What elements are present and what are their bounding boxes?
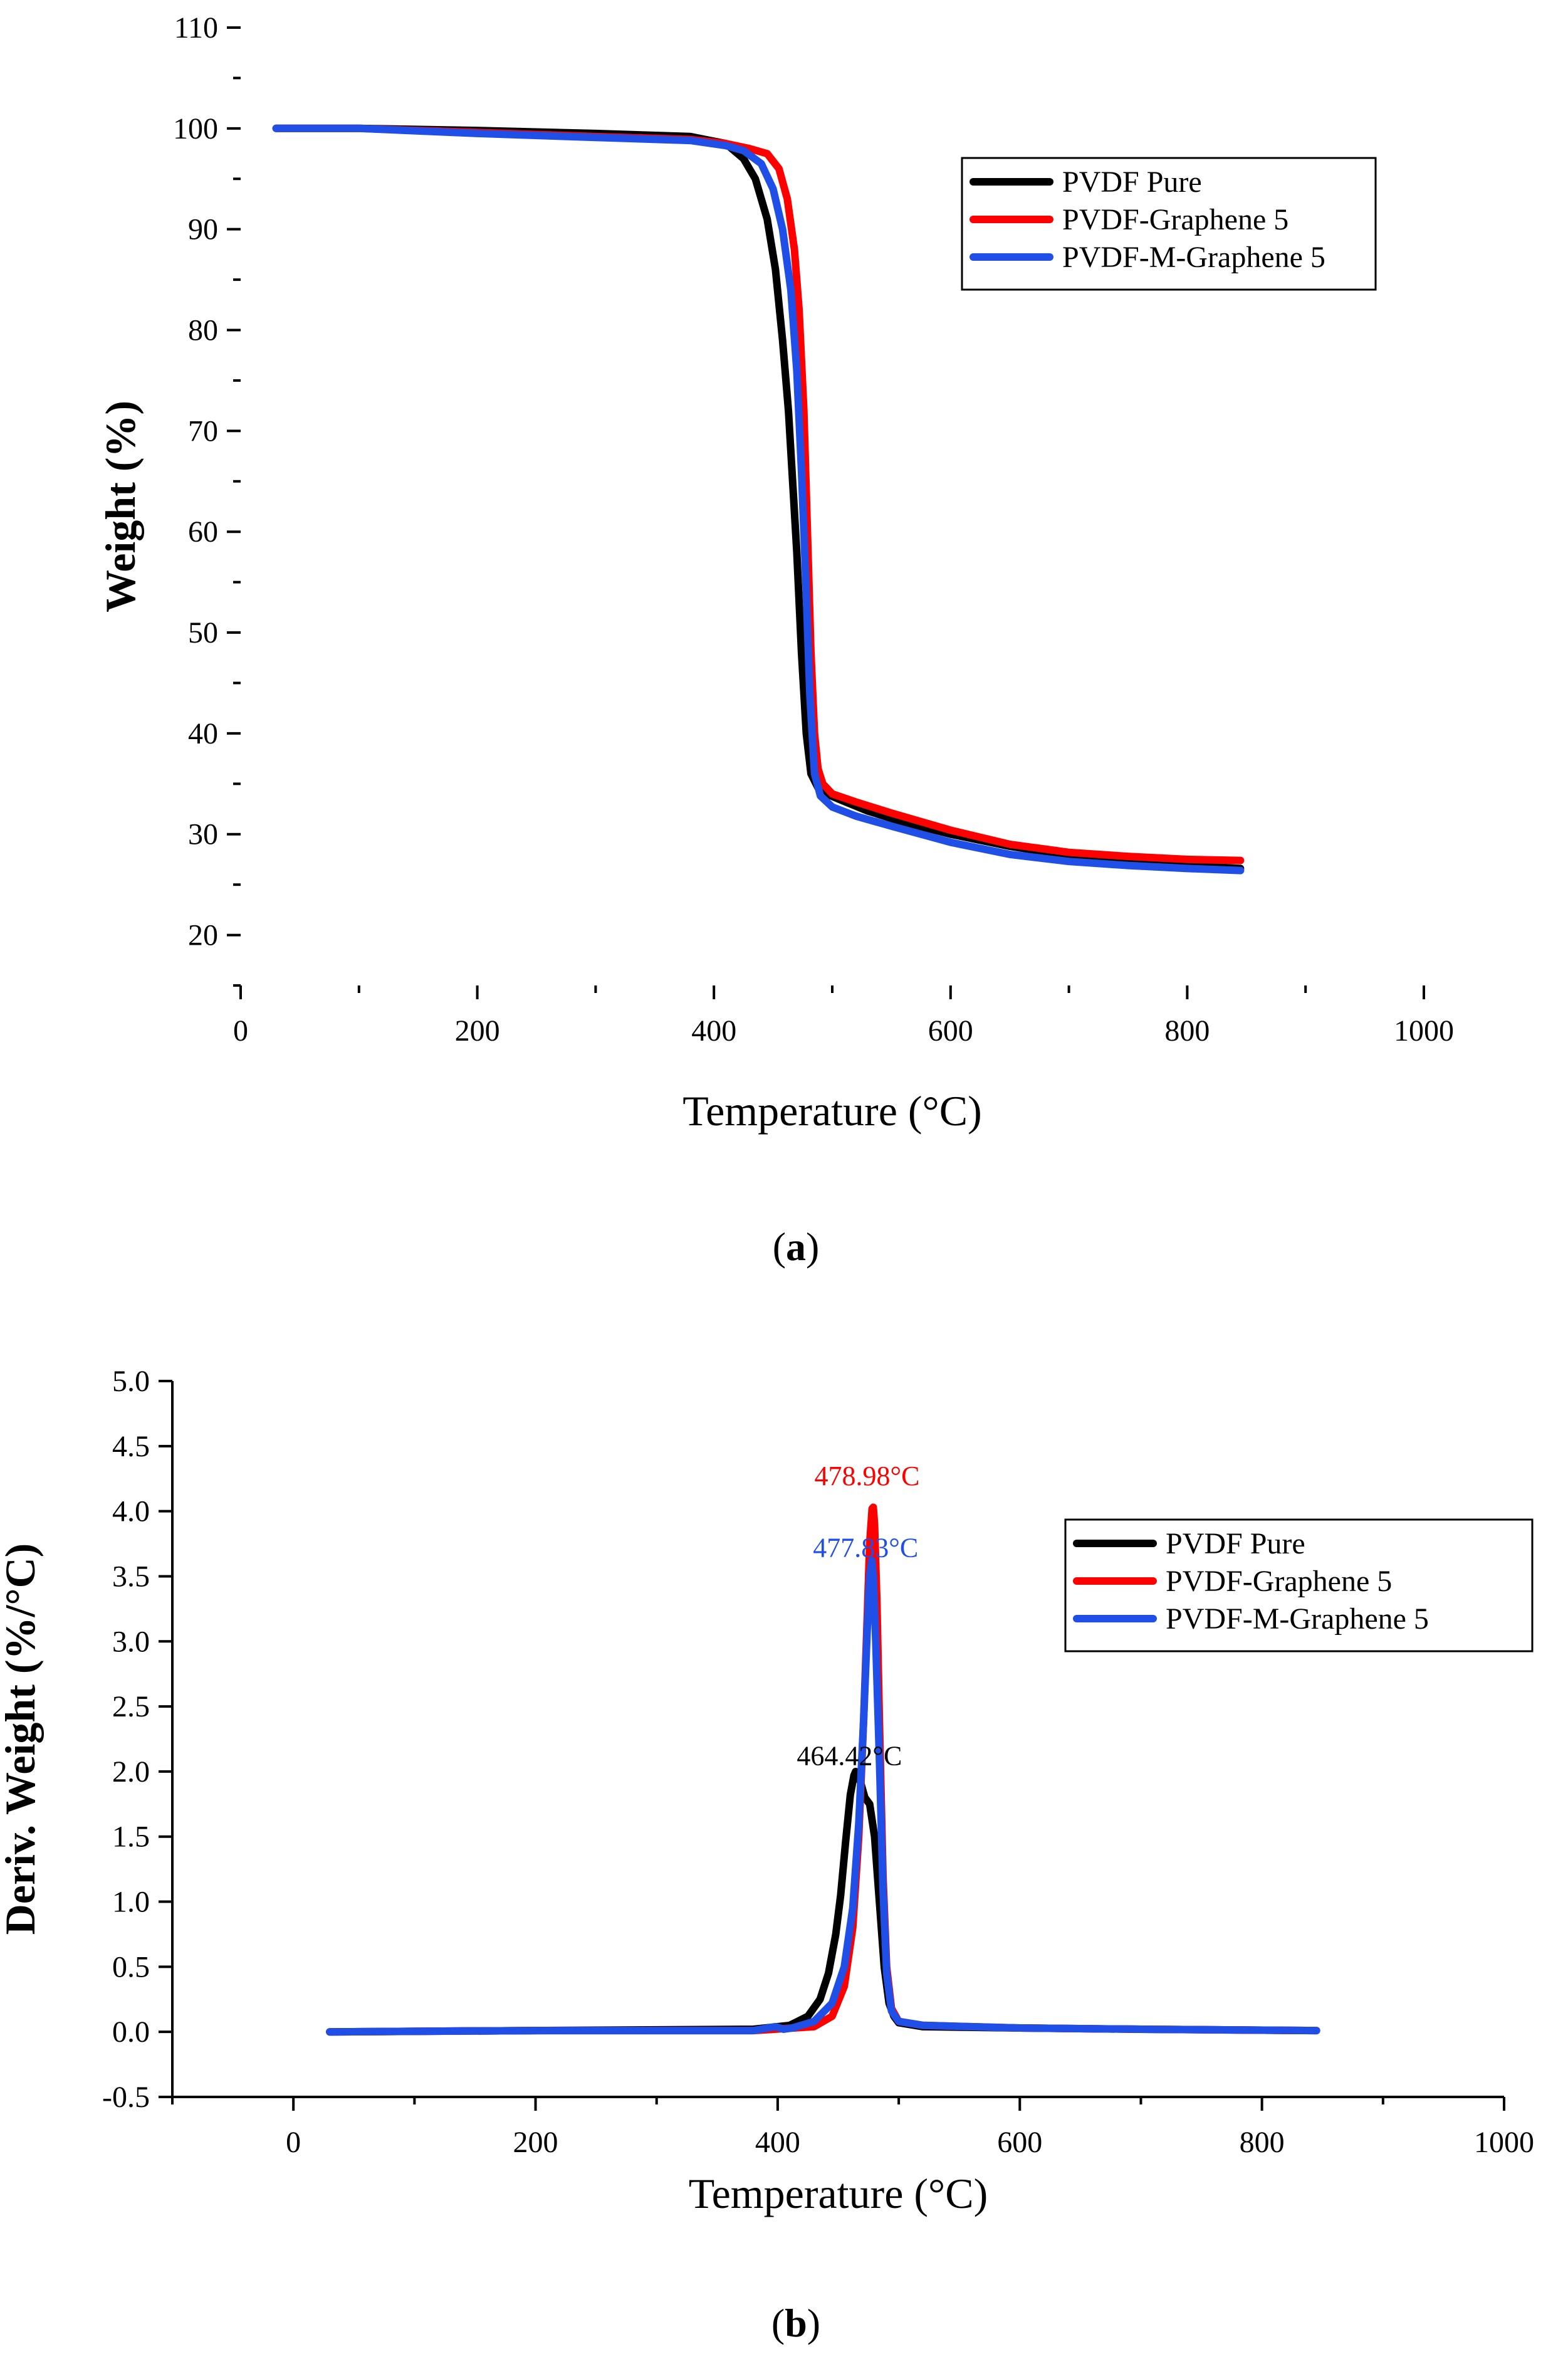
x-tick-label: 800	[1240, 2126, 1285, 2159]
y-tick-label: 4.5	[112, 1430, 150, 1463]
x-tick-label: 400	[691, 1014, 736, 1048]
y-tick-label: 1.0	[112, 1886, 150, 1919]
chart-b-x-axis-title: Temperature (°C)	[689, 2170, 988, 2217]
chart-b: 0 200 400 600 800 1000 -0.5 0.0 0.5 1.0 1.5 2.0 2.5 3…	[0, 1365, 1534, 2345]
legend-label-pvdf-pure: PVDF Pure	[1062, 165, 1202, 199]
y-tick-label: 70	[188, 414, 218, 448]
y-tick-label: 80	[188, 314, 218, 347]
y-tick-label: 0.5	[112, 1950, 150, 1983]
legend-label-pvdf-graphene-5: PVDF-Graphene 5	[1062, 203, 1288, 236]
legend-label-pvdf-graphene-5: PVDF-Graphene 5	[1166, 1565, 1392, 1598]
y-tick-label: 5.0	[112, 1365, 150, 1398]
legend-box	[1064, 1518, 1534, 1652]
peak-annotation-477-83-c: 477.83°C	[813, 1532, 918, 1563]
x-tick-label: 200	[455, 1014, 500, 1048]
x-tick-label: 1000	[1474, 2126, 1534, 2159]
panel-label-open: (	[773, 1224, 786, 1269]
legend-label-pvdf-pure: PVDF Pure	[1166, 1527, 1305, 1560]
x-tick-label: 600	[997, 2126, 1042, 2159]
series-line-pvdf-m-graphene-5	[272, 124, 1245, 875]
x-tick-label: 400	[755, 2126, 800, 2159]
chart-a-legend: PVDF Pure PVDF-Graphene 5 PVDF-M-Graphene …	[961, 157, 1377, 291]
y-tick-label: 110	[174, 11, 218, 45]
legend-label-pvdf-m-graphene-5: PVDF-M-Graphene 5	[1062, 241, 1325, 274]
chart-a-ticks: 0 200 400 600 800 1000 20 30 40 50 60 70 80 90 100 110	[173, 11, 1454, 1048]
x-tick-label: 0	[233, 1014, 248, 1048]
y-tick-label: 2.5	[112, 1690, 150, 1723]
panel-label-open: (	[771, 2301, 785, 2345]
chart-a-panel-label: (a)	[773, 1224, 820, 1269]
y-tick-label: 20	[188, 919, 218, 952]
panel-label-close: )	[806, 1224, 819, 1269]
peak-annotation-478-98-c: 478.98°C	[815, 1461, 920, 1491]
chart-b-panel-label: (b)	[771, 2301, 820, 2345]
chart-b-series	[326, 1503, 1320, 2036]
y-tick-label: 40	[188, 717, 218, 750]
y-tick-label: 4.0	[112, 1495, 150, 1528]
x-tick-label: 200	[513, 2126, 558, 2159]
y-tick-label: 3.0	[112, 1625, 150, 1658]
y-tick-label: 100	[173, 112, 218, 145]
chart-b-legend: PVDF Pure PVDF-Graphene 5 PVDF-M-Graphene …	[1064, 1518, 1534, 1652]
chart-a: 0 200 400 600 800 10002030405060708090100110 …	[97, 11, 1454, 1269]
x-tick-label: 1000	[1394, 1014, 1454, 1048]
chart-b-y-axis-title: Deriv. Weight (%/°C)	[0, 1543, 44, 1935]
y-tick-label: 3.5	[112, 1560, 150, 1593]
panel-label-letter: b	[785, 2301, 807, 2345]
y-tick-label: 2.0	[112, 1755, 150, 1789]
legend-label-pvdf-m-graphene-5: PVDF-M-Graphene 5	[1166, 1602, 1429, 1636]
y-tick-label: 1.5	[112, 1820, 150, 1854]
peak-annotation-464-42-c: 464.42°C	[797, 1741, 902, 1772]
series-line-pvdf-m-graphene-5	[326, 1557, 1320, 2036]
y-tick-label: 50	[188, 616, 218, 649]
x-tick-label: 0	[286, 2126, 301, 2159]
y-tick-label: 30	[188, 818, 218, 851]
x-tick-label: 600	[928, 1014, 973, 1048]
panel-label-close: )	[807, 2301, 820, 2345]
panel-label-letter: a	[786, 1224, 806, 1269]
y-tick-label: -0.5	[102, 2081, 150, 2114]
chart-a-y-axis-title: Weight (%)	[97, 401, 144, 612]
chart-a-series	[272, 124, 1245, 875]
y-tick-label: 90	[188, 213, 218, 246]
y-tick-label: 60	[188, 515, 218, 549]
chart-b-axes	[171, 1381, 1504, 2098]
y-tick-label: 0.0	[112, 2015, 150, 2049]
x-tick-label: 800	[1164, 1014, 1210, 1048]
chart-a-x-axis-title: Temperature (°C)	[682, 1087, 981, 1135]
chart-b-annotations: 478.98°C 477.83°C 464.42°C	[797, 1461, 919, 1771]
